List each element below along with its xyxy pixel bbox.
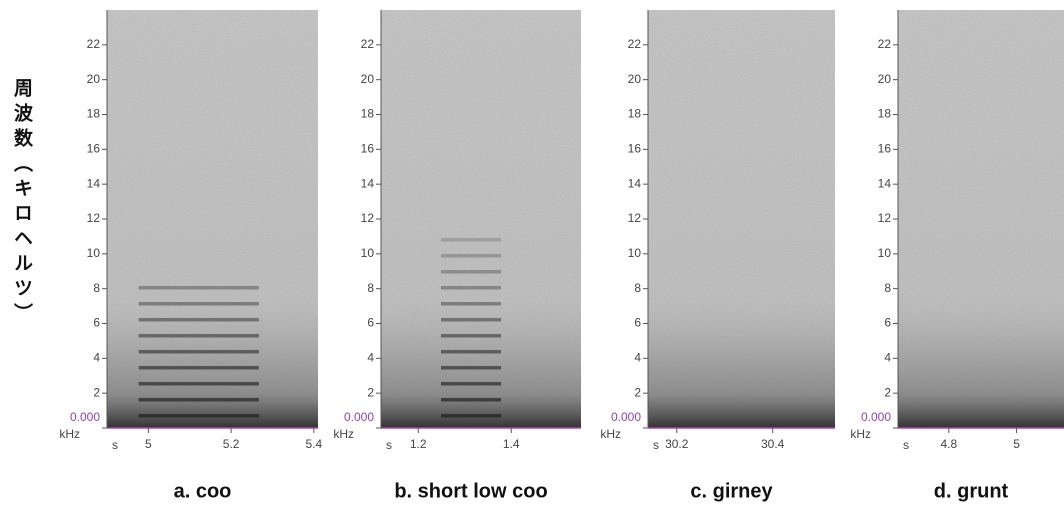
harmonic-band <box>138 286 259 290</box>
y-tick-label: 4 <box>367 351 374 365</box>
harmonic-band <box>138 414 259 418</box>
harmonic-band <box>441 238 501 242</box>
x-unit: s <box>653 438 659 452</box>
y-tick-label: 12 <box>361 211 375 225</box>
y-tick-label: 16 <box>628 142 642 156</box>
x-tick-label: 1.4 <box>503 437 520 451</box>
y-tick-label: 0.000 <box>611 410 641 424</box>
harmonic-band <box>441 334 501 338</box>
y-unit: kHz <box>600 427 621 441</box>
x-tick-label: 5.4 <box>306 437 323 451</box>
harmonic-band <box>441 414 501 418</box>
y-tick-label: 4 <box>634 351 641 365</box>
harmonic-band <box>138 382 259 386</box>
x-unit: s <box>903 438 909 452</box>
y-axis-label: 周波数（キロヘルツ） <box>11 78 32 328</box>
panel-title: b. short low coo <box>394 480 547 502</box>
y-tick-label: 14 <box>628 176 642 190</box>
y-tick-label: 22 <box>878 37 892 51</box>
y-tick-label: 8 <box>884 281 891 295</box>
harmonic-band <box>441 382 501 386</box>
spectrogram-floor <box>107 10 318 428</box>
y-tick-label: 14 <box>87 176 101 190</box>
y-tick-label: 2 <box>367 385 374 399</box>
y-tick-label: 22 <box>87 37 101 51</box>
y-tick-label: 10 <box>878 246 892 260</box>
y-tick-label: 0.000 <box>344 410 374 424</box>
spectrogram-floor <box>648 10 835 428</box>
harmonic-band <box>138 318 259 322</box>
harmonic-band <box>441 270 501 274</box>
y-tick-label: 6 <box>884 316 891 330</box>
y-tick-label: 12 <box>878 211 892 225</box>
y-tick-label: 14 <box>878 176 892 190</box>
harmonic-band <box>138 398 259 402</box>
x-tick-label: 5.2 <box>223 437 240 451</box>
y-tick-label: 10 <box>87 246 101 260</box>
x-tick-label: 30.2 <box>665 437 689 451</box>
harmonic-band <box>441 318 501 322</box>
y-tick-label: 20 <box>628 72 642 86</box>
y-tick-label: 20 <box>87 72 101 86</box>
spectrogram-floor <box>381 10 581 428</box>
harmonic-band <box>441 366 501 370</box>
y-tick-label: 20 <box>878 72 892 86</box>
y-tick-label: 22 <box>628 37 642 51</box>
harmonic-band <box>138 334 259 338</box>
y-tick-label: 4 <box>884 351 891 365</box>
y-tick-label: 16 <box>87 142 101 156</box>
y-tick-label: 10 <box>628 246 642 260</box>
y-tick-label: 6 <box>93 316 100 330</box>
y-tick-label: 16 <box>361 142 375 156</box>
y-tick-label: 8 <box>634 281 641 295</box>
y-tick-label: 14 <box>361 176 375 190</box>
x-tick-label: 5 <box>1013 437 1020 451</box>
harmonic-band <box>441 302 501 306</box>
y-tick-label: 18 <box>87 107 101 121</box>
y-tick-label: 2 <box>93 385 100 399</box>
y-tick-label: 4 <box>93 351 100 365</box>
harmonic-band <box>441 286 501 290</box>
harmonic-band <box>441 350 501 354</box>
spectrogram-floor <box>898 10 1064 428</box>
y-tick-label: 0.000 <box>861 410 891 424</box>
y-tick-label: 0.000 <box>70 410 100 424</box>
y-unit: kHz <box>850 427 871 441</box>
y-tick-label: 8 <box>93 281 100 295</box>
harmonic-band <box>138 302 259 306</box>
x-tick-label: 4.8 <box>940 437 957 451</box>
y-tick-label: 22 <box>361 37 375 51</box>
x-tick-label: 5 <box>145 437 152 451</box>
x-tick-label: 1.2 <box>410 437 427 451</box>
y-tick-label: 2 <box>634 385 641 399</box>
y-tick-label: 2 <box>884 385 891 399</box>
y-unit: kHz <box>59 427 80 441</box>
y-tick-label: 20 <box>361 72 375 86</box>
harmonic-band <box>138 350 259 354</box>
panel-title: d. grunt <box>934 480 1009 502</box>
harmonic-band <box>441 254 501 258</box>
harmonic-band <box>441 398 501 402</box>
panel-title: c. girney <box>690 480 773 502</box>
y-tick-label: 12 <box>87 211 101 225</box>
y-tick-label: 6 <box>367 316 374 330</box>
panel-title: a. coo <box>174 480 232 502</box>
y-tick-label: 18 <box>878 107 892 121</box>
x-tick-label: 30.4 <box>761 437 785 451</box>
y-tick-label: 16 <box>878 142 892 156</box>
x-unit: s <box>386 438 392 452</box>
y-tick-label: 10 <box>361 246 375 260</box>
y-tick-label: 18 <box>361 107 375 121</box>
y-tick-label: 18 <box>628 107 642 121</box>
y-tick-label: 12 <box>628 211 642 225</box>
y-unit: kHz <box>333 427 354 441</box>
y-tick-label: 6 <box>634 316 641 330</box>
y-tick-label: 8 <box>367 281 374 295</box>
harmonic-band <box>138 366 259 370</box>
x-unit: s <box>112 438 118 452</box>
